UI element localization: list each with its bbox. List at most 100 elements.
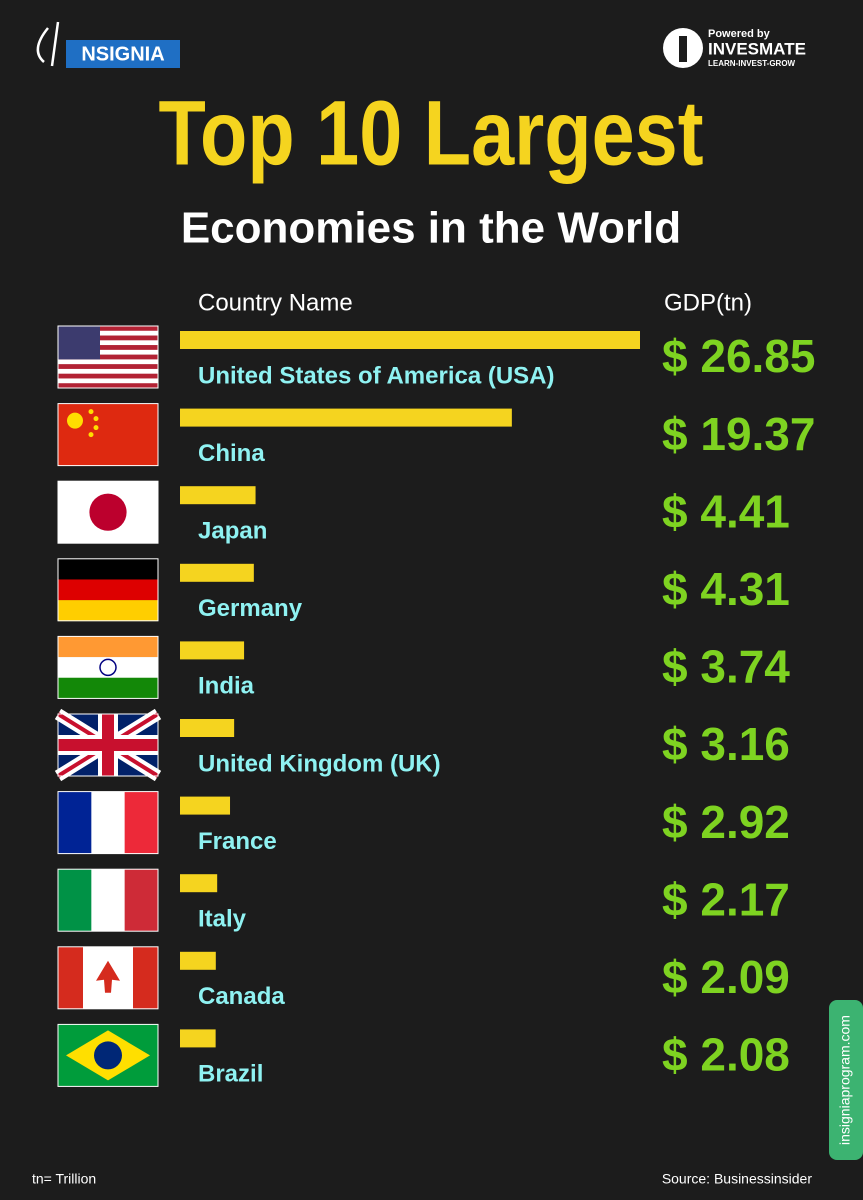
flag-part: [124, 791, 159, 854]
category-label: Italy: [198, 906, 247, 933]
flag: [57, 791, 159, 855]
flag-part: [58, 326, 100, 360]
flag-part: [58, 368, 158, 374]
value-label: $ 2.08: [662, 1029, 790, 1081]
flag-part: [99, 658, 117, 677]
logo-tagline: Powered by: [708, 28, 771, 40]
bar: [180, 1029, 216, 1048]
value-label: $ 2.09: [662, 951, 790, 1003]
flag-border: [57, 713, 159, 777]
flag-part: [58, 349, 158, 355]
logo-glyph: [679, 36, 687, 62]
flag-part: [96, 960, 120, 993]
value-label: $ 26.85: [662, 330, 815, 382]
value-label: $ 2.17: [662, 873, 790, 925]
flag-border: [57, 868, 159, 932]
flag-border: [57, 325, 159, 389]
logo-box: [66, 40, 180, 68]
source: Source: Businessinsider: [662, 1171, 813, 1187]
logo-text: NSIGNIA: [81, 43, 164, 65]
category-label: France: [198, 828, 277, 855]
column-header: Country Name: [198, 289, 353, 316]
value-label: $ 4.41: [662, 485, 790, 537]
bar: [180, 331, 640, 349]
column-header: GDP(tn): [664, 289, 752, 316]
flag: [57, 480, 159, 544]
flag-part: [58, 636, 158, 658]
value-label: $ 2.92: [662, 796, 790, 848]
flag-border: [57, 791, 159, 855]
flag: [57, 868, 159, 932]
flag-part: [58, 326, 158, 332]
flag-part: [58, 558, 158, 580]
flag-part: [91, 791, 125, 854]
flag-part: [133, 946, 158, 1009]
flag-part: [91, 869, 125, 932]
flag-part: [58, 383, 158, 389]
flag-part: [58, 364, 158, 370]
category-label: United States of America (USA): [198, 362, 555, 389]
flag: [57, 325, 159, 389]
flag-part: [58, 739, 158, 751]
flag-part: [58, 378, 158, 384]
bar: [180, 408, 512, 427]
category-label: Japan: [198, 518, 267, 545]
side-tab: [829, 1000, 863, 1160]
category-label: Canada: [198, 983, 285, 1010]
category-label: Germany: [198, 595, 303, 622]
flag: [57, 946, 159, 1010]
flag-border: [57, 480, 159, 544]
flag-part: [88, 409, 94, 415]
flag-border: [57, 635, 159, 699]
logo-name: INVESMATE: [708, 39, 806, 58]
chart-subtitle: Economies in the World: [181, 204, 681, 253]
flag-border: [57, 1023, 159, 1087]
flag-part: [124, 869, 159, 932]
flag-part: [58, 340, 158, 346]
flag-part: [58, 345, 158, 351]
flag-part: [93, 416, 99, 422]
flag-part: [58, 677, 158, 699]
bar: [180, 874, 218, 893]
value-label: $ 3.74: [662, 641, 790, 693]
flag-part: [58, 869, 92, 932]
flag-part: [58, 373, 158, 379]
category-label: India: [198, 673, 255, 700]
flag-part: [93, 425, 99, 431]
footnote: tn= Trillion: [32, 1171, 96, 1187]
logo-slogan: LEARN-INVEST-GROW: [708, 59, 796, 68]
flag-part: [58, 600, 158, 622]
bar: [180, 563, 254, 582]
bar: [180, 796, 231, 815]
flag: [57, 1023, 159, 1087]
value-label: $ 4.31: [662, 563, 790, 615]
flag-border: [57, 558, 159, 622]
flag-part: [58, 335, 158, 341]
flag-part: [94, 1041, 122, 1070]
category-label: China: [198, 440, 265, 467]
flag-part: [58, 354, 158, 360]
bar: [180, 486, 256, 505]
bar: [180, 641, 245, 660]
category-label: United Kingdom (UK): [198, 750, 441, 777]
logo-mark: [36, 21, 60, 67]
flag: [57, 558, 159, 622]
flag-part: [58, 791, 92, 854]
bar: [180, 719, 235, 737]
flag-part: [89, 493, 127, 531]
flag-part: [58, 359, 158, 365]
flag-part: [58, 946, 83, 1009]
flag: [57, 635, 159, 699]
flag: [54, 708, 162, 782]
flag-part: [58, 330, 158, 336]
flag: [57, 403, 159, 467]
value-label: $ 3.16: [662, 718, 790, 770]
category-label: Brazil: [198, 1061, 263, 1088]
flag-part: [58, 579, 158, 601]
side-tab-text: insigniaprogram.com: [837, 1015, 853, 1145]
value-label: $ 19.37: [662, 408, 815, 460]
flag-part: [58, 657, 158, 679]
flag-border: [57, 403, 159, 467]
flag-border: [57, 946, 159, 1010]
